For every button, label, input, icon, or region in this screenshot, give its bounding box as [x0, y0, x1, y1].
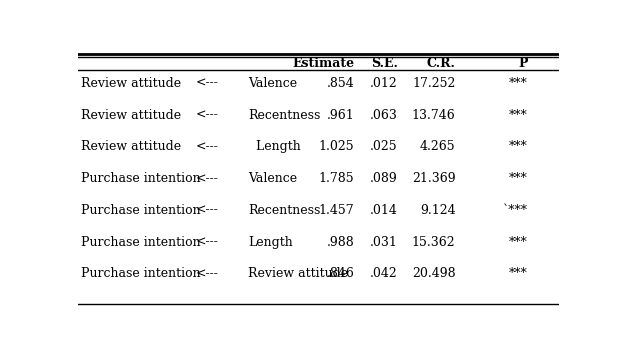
Text: 1.457: 1.457: [319, 204, 355, 217]
Text: Valence: Valence: [248, 172, 297, 185]
Text: 20.498: 20.498: [412, 267, 455, 280]
Text: Length: Length: [248, 140, 301, 154]
Text: Valence: Valence: [248, 77, 297, 90]
Text: <---: <---: [196, 77, 219, 90]
Text: Review attitude: Review attitude: [81, 140, 181, 154]
Text: P: P: [518, 57, 528, 70]
Text: ***: ***: [509, 267, 528, 280]
Text: 1.785: 1.785: [319, 172, 355, 185]
Text: Recentness: Recentness: [248, 109, 321, 122]
Text: .014: .014: [369, 204, 397, 217]
Text: Purchase intention: Purchase intention: [81, 236, 201, 248]
Text: Purchase intention: Purchase intention: [81, 172, 201, 185]
Text: ***: ***: [509, 140, 528, 154]
Text: Purchase intention: Purchase intention: [81, 267, 201, 280]
Text: .012: .012: [370, 77, 397, 90]
Text: <---: <---: [196, 172, 219, 185]
Text: Review attitude: Review attitude: [81, 109, 181, 122]
Text: <---: <---: [196, 236, 219, 248]
Text: 13.746: 13.746: [412, 109, 455, 122]
Text: Review attitude: Review attitude: [81, 77, 181, 90]
Text: .063: .063: [369, 109, 397, 122]
Text: Purchase intention: Purchase intention: [81, 204, 201, 217]
Text: .089: .089: [370, 172, 397, 185]
Text: 17.252: 17.252: [412, 77, 455, 90]
Text: ***: ***: [509, 109, 528, 122]
Text: C.R.: C.R.: [427, 57, 455, 70]
Text: `***: `***: [502, 204, 528, 217]
Text: <---: <---: [196, 140, 219, 154]
Text: 21.369: 21.369: [412, 172, 455, 185]
Text: .025: .025: [370, 140, 397, 154]
Text: .961: .961: [327, 109, 355, 122]
Text: Estimate: Estimate: [292, 57, 355, 70]
Text: .031: .031: [369, 236, 397, 248]
Text: .846: .846: [327, 267, 355, 280]
Text: S.E.: S.E.: [371, 57, 397, 70]
Text: .042: .042: [370, 267, 397, 280]
Text: <---: <---: [196, 204, 219, 217]
Text: <---: <---: [196, 109, 219, 122]
Text: Recentness: Recentness: [248, 204, 321, 217]
Text: ***: ***: [509, 172, 528, 185]
Text: 15.362: 15.362: [412, 236, 455, 248]
Text: 4.265: 4.265: [420, 140, 455, 154]
Text: Review attitude: Review attitude: [248, 267, 348, 280]
Text: 9.124: 9.124: [420, 204, 455, 217]
Text: .988: .988: [327, 236, 355, 248]
Text: Length: Length: [248, 236, 293, 248]
Text: ***: ***: [509, 77, 528, 90]
Text: 1.025: 1.025: [319, 140, 355, 154]
Text: <---: <---: [196, 267, 219, 280]
Text: ***: ***: [509, 236, 528, 248]
Text: .854: .854: [327, 77, 355, 90]
